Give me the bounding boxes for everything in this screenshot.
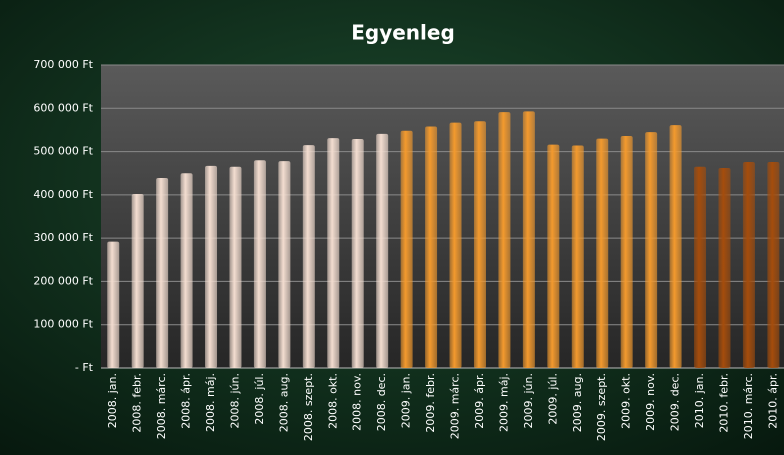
bar bbox=[718, 168, 731, 368]
x-tick-label: 2008. dec. bbox=[375, 373, 388, 431]
y-tick-label: 100 000 Ft bbox=[33, 318, 93, 331]
chart-title: Egyenleg bbox=[351, 21, 455, 45]
bar bbox=[278, 161, 291, 368]
x-tick-label: 2008. júl. bbox=[253, 373, 266, 425]
bar bbox=[156, 177, 169, 368]
x-tick-label: 2009. jan. bbox=[400, 373, 413, 428]
bar bbox=[742, 161, 755, 368]
y-tick-label: - Ft bbox=[75, 361, 94, 374]
bar bbox=[669, 125, 682, 368]
x-tick-label: 2008. okt. bbox=[326, 373, 339, 429]
bar bbox=[131, 193, 144, 368]
x-tick-label: 2009. ápr. bbox=[473, 373, 486, 429]
bar bbox=[596, 138, 609, 368]
bar bbox=[571, 145, 584, 368]
x-tick-label: 2008. nov. bbox=[351, 373, 364, 431]
y-tick-label: 700 000 Ft bbox=[33, 58, 93, 71]
y-tick-label: 300 000 Ft bbox=[33, 231, 93, 244]
bar bbox=[205, 165, 218, 368]
bar bbox=[400, 130, 413, 368]
x-tick-label: 2009. febr. bbox=[424, 373, 437, 433]
bar bbox=[351, 139, 364, 368]
bar bbox=[473, 121, 486, 369]
x-tick-label: 2008. jan. bbox=[106, 373, 119, 428]
x-tick-label: 2008. aug. bbox=[277, 373, 290, 432]
bar bbox=[253, 160, 266, 368]
y-tick-label: 200 000 Ft bbox=[33, 274, 93, 287]
bar bbox=[694, 166, 707, 368]
x-tick-label: 2009. szept. bbox=[595, 373, 608, 441]
bar bbox=[107, 241, 120, 368]
y-tick-label: 500 000 Ft bbox=[33, 145, 93, 158]
x-tick-label: 2008. máj. bbox=[204, 373, 217, 432]
x-tick-label: 2009. nov. bbox=[644, 373, 657, 431]
x-tick-label: 2009. dec. bbox=[669, 373, 682, 431]
x-tick-label: 2009. okt. bbox=[620, 373, 633, 429]
bar bbox=[547, 144, 560, 368]
x-tick-label: 2008. febr. bbox=[131, 373, 144, 433]
x-tick-label: 2008. ápr. bbox=[180, 373, 193, 429]
x-tick-label: 2008. márc. bbox=[155, 373, 168, 439]
x-tick-label: 2010. febr. bbox=[717, 373, 730, 433]
bar bbox=[376, 133, 389, 368]
x-tick-label: 2009. máj. bbox=[497, 373, 510, 432]
y-tick-label: 600 000 Ft bbox=[33, 101, 93, 114]
x-tick-label: 2010. ápr. bbox=[766, 373, 779, 429]
bar bbox=[302, 145, 315, 368]
x-tick-label: 2009. jún. bbox=[522, 373, 535, 428]
y-tick-label: 400 000 Ft bbox=[33, 188, 93, 201]
x-tick-label: 2008. jún. bbox=[228, 373, 241, 428]
x-tick-label: 2009. aug. bbox=[571, 373, 584, 432]
bar bbox=[645, 132, 658, 368]
x-tick-label: 2010. jan. bbox=[693, 373, 706, 428]
bar bbox=[449, 122, 462, 368]
bar bbox=[767, 161, 780, 368]
x-tick-label: 2009. márc. bbox=[449, 373, 462, 439]
bar bbox=[425, 126, 438, 368]
bar bbox=[498, 112, 511, 368]
bar bbox=[327, 138, 340, 368]
bar bbox=[522, 111, 535, 369]
bar bbox=[620, 135, 633, 368]
x-tick-label: 2008. szept. bbox=[302, 373, 315, 441]
x-tick-label: 2010. márc. bbox=[742, 373, 755, 439]
x-tick-label: 2009. júl. bbox=[546, 373, 559, 425]
bar bbox=[180, 173, 193, 368]
bar bbox=[229, 166, 242, 368]
